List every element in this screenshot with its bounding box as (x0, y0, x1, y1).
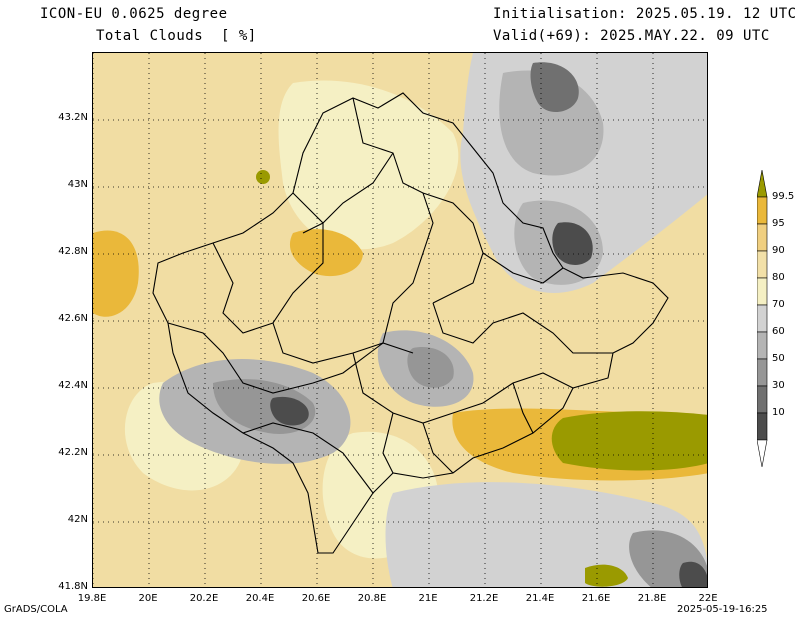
latitude-label: 43N (67, 179, 88, 190)
init-time: Initialisation: 2025.05.19. 12 UTC (493, 6, 797, 22)
colorbar-box (757, 385, 768, 414)
municipal-border (482, 252, 564, 284)
longitude-label: 21.4E (525, 593, 555, 604)
latitude-label: 42.2N (58, 447, 88, 458)
cloud-patch (530, 62, 579, 113)
latitude-label: 41.8N (58, 581, 88, 592)
longitude-label: 20.6E (301, 593, 331, 604)
colorbar-box (757, 412, 768, 441)
longitude-label: 21E (418, 593, 438, 604)
colorbar-box (757, 331, 768, 360)
municipal-border (167, 322, 384, 394)
municipal-border (382, 192, 434, 344)
colorbar-level-label: 95 (772, 218, 785, 229)
municipal-border (212, 242, 274, 334)
municipal-border (432, 302, 613, 354)
municipal-border (382, 412, 394, 474)
colorbar-level-label: 80 (772, 272, 785, 283)
colorbar-level-label: 50 (772, 353, 785, 364)
cloud-fields (93, 53, 707, 587)
municipal-border (352, 352, 574, 424)
cloud-patch (270, 396, 309, 426)
colorbar-legend (757, 170, 768, 468)
borders (152, 92, 669, 554)
colorbar-level-label: 60 (772, 326, 785, 337)
cloud-patch (407, 347, 454, 388)
municipal-border (422, 422, 454, 474)
cloud-patch (385, 482, 707, 587)
colorbar-box (757, 358, 768, 387)
colorbar-level-label: 99.5 (772, 191, 795, 202)
latitude-label: 42.6N (58, 313, 88, 324)
cloud-patch (256, 170, 270, 184)
map-svg (93, 53, 707, 587)
longitude-label: 21.2E (469, 593, 499, 604)
longitude-label: 21.8E (637, 593, 667, 604)
footer-timestamp: 2025-05-19-16:25 (677, 604, 768, 615)
colorbar-level-label: 10 (772, 407, 785, 418)
longitude-label: 20.4E (245, 593, 275, 604)
cloud-patch (289, 229, 363, 277)
longitude-label: 21.6E (581, 593, 611, 604)
colorbar-box (757, 304, 768, 333)
colorbar-bottom-arrow (757, 439, 768, 468)
cloud-patch (551, 411, 707, 471)
longitude-label: 20.2E (189, 593, 219, 604)
cloud-patch (585, 564, 628, 587)
field-title: Total Clouds [ %] (96, 28, 257, 44)
colorbar-box (757, 250, 768, 279)
municipal-border (302, 152, 394, 234)
model-title: ICON-EU 0.0625 degree (40, 6, 228, 22)
latitude-label: 43.2N (58, 112, 88, 123)
colorbar-level-label: 90 (772, 245, 785, 256)
latitude-label: 42.8N (58, 246, 88, 257)
longitude-label: 19.8E (77, 593, 107, 604)
cloud-map (92, 52, 708, 588)
cloud-patch (93, 230, 139, 317)
valid-time: Valid(+69): 2025.MAY.22. 09 UTC (493, 28, 770, 44)
latitude-label: 42N (67, 514, 88, 525)
colorbar-box (757, 223, 768, 252)
cloud-patch (278, 80, 459, 250)
cloud-patch (552, 222, 593, 265)
municipal-border (242, 422, 374, 494)
cloud-patch (679, 561, 707, 587)
colorbar-level-label: 70 (772, 299, 785, 310)
longitude-label: 20.8E (357, 593, 387, 604)
longitude-label: 22E (698, 593, 718, 604)
colorbar-top-arrow (757, 170, 768, 198)
colorbar-level-label: 30 (772, 380, 785, 391)
footer-credit: GrADS/COLA (4, 604, 68, 615)
municipal-border (512, 382, 534, 434)
longitude-label: 20E (138, 593, 158, 604)
kosovo-outline (152, 92, 669, 554)
colorbar-box (757, 196, 768, 225)
municipal-border (272, 192, 414, 364)
latitude-label: 42.4N (58, 380, 88, 391)
municipal-border (352, 97, 484, 304)
colorbar-box (757, 277, 768, 306)
